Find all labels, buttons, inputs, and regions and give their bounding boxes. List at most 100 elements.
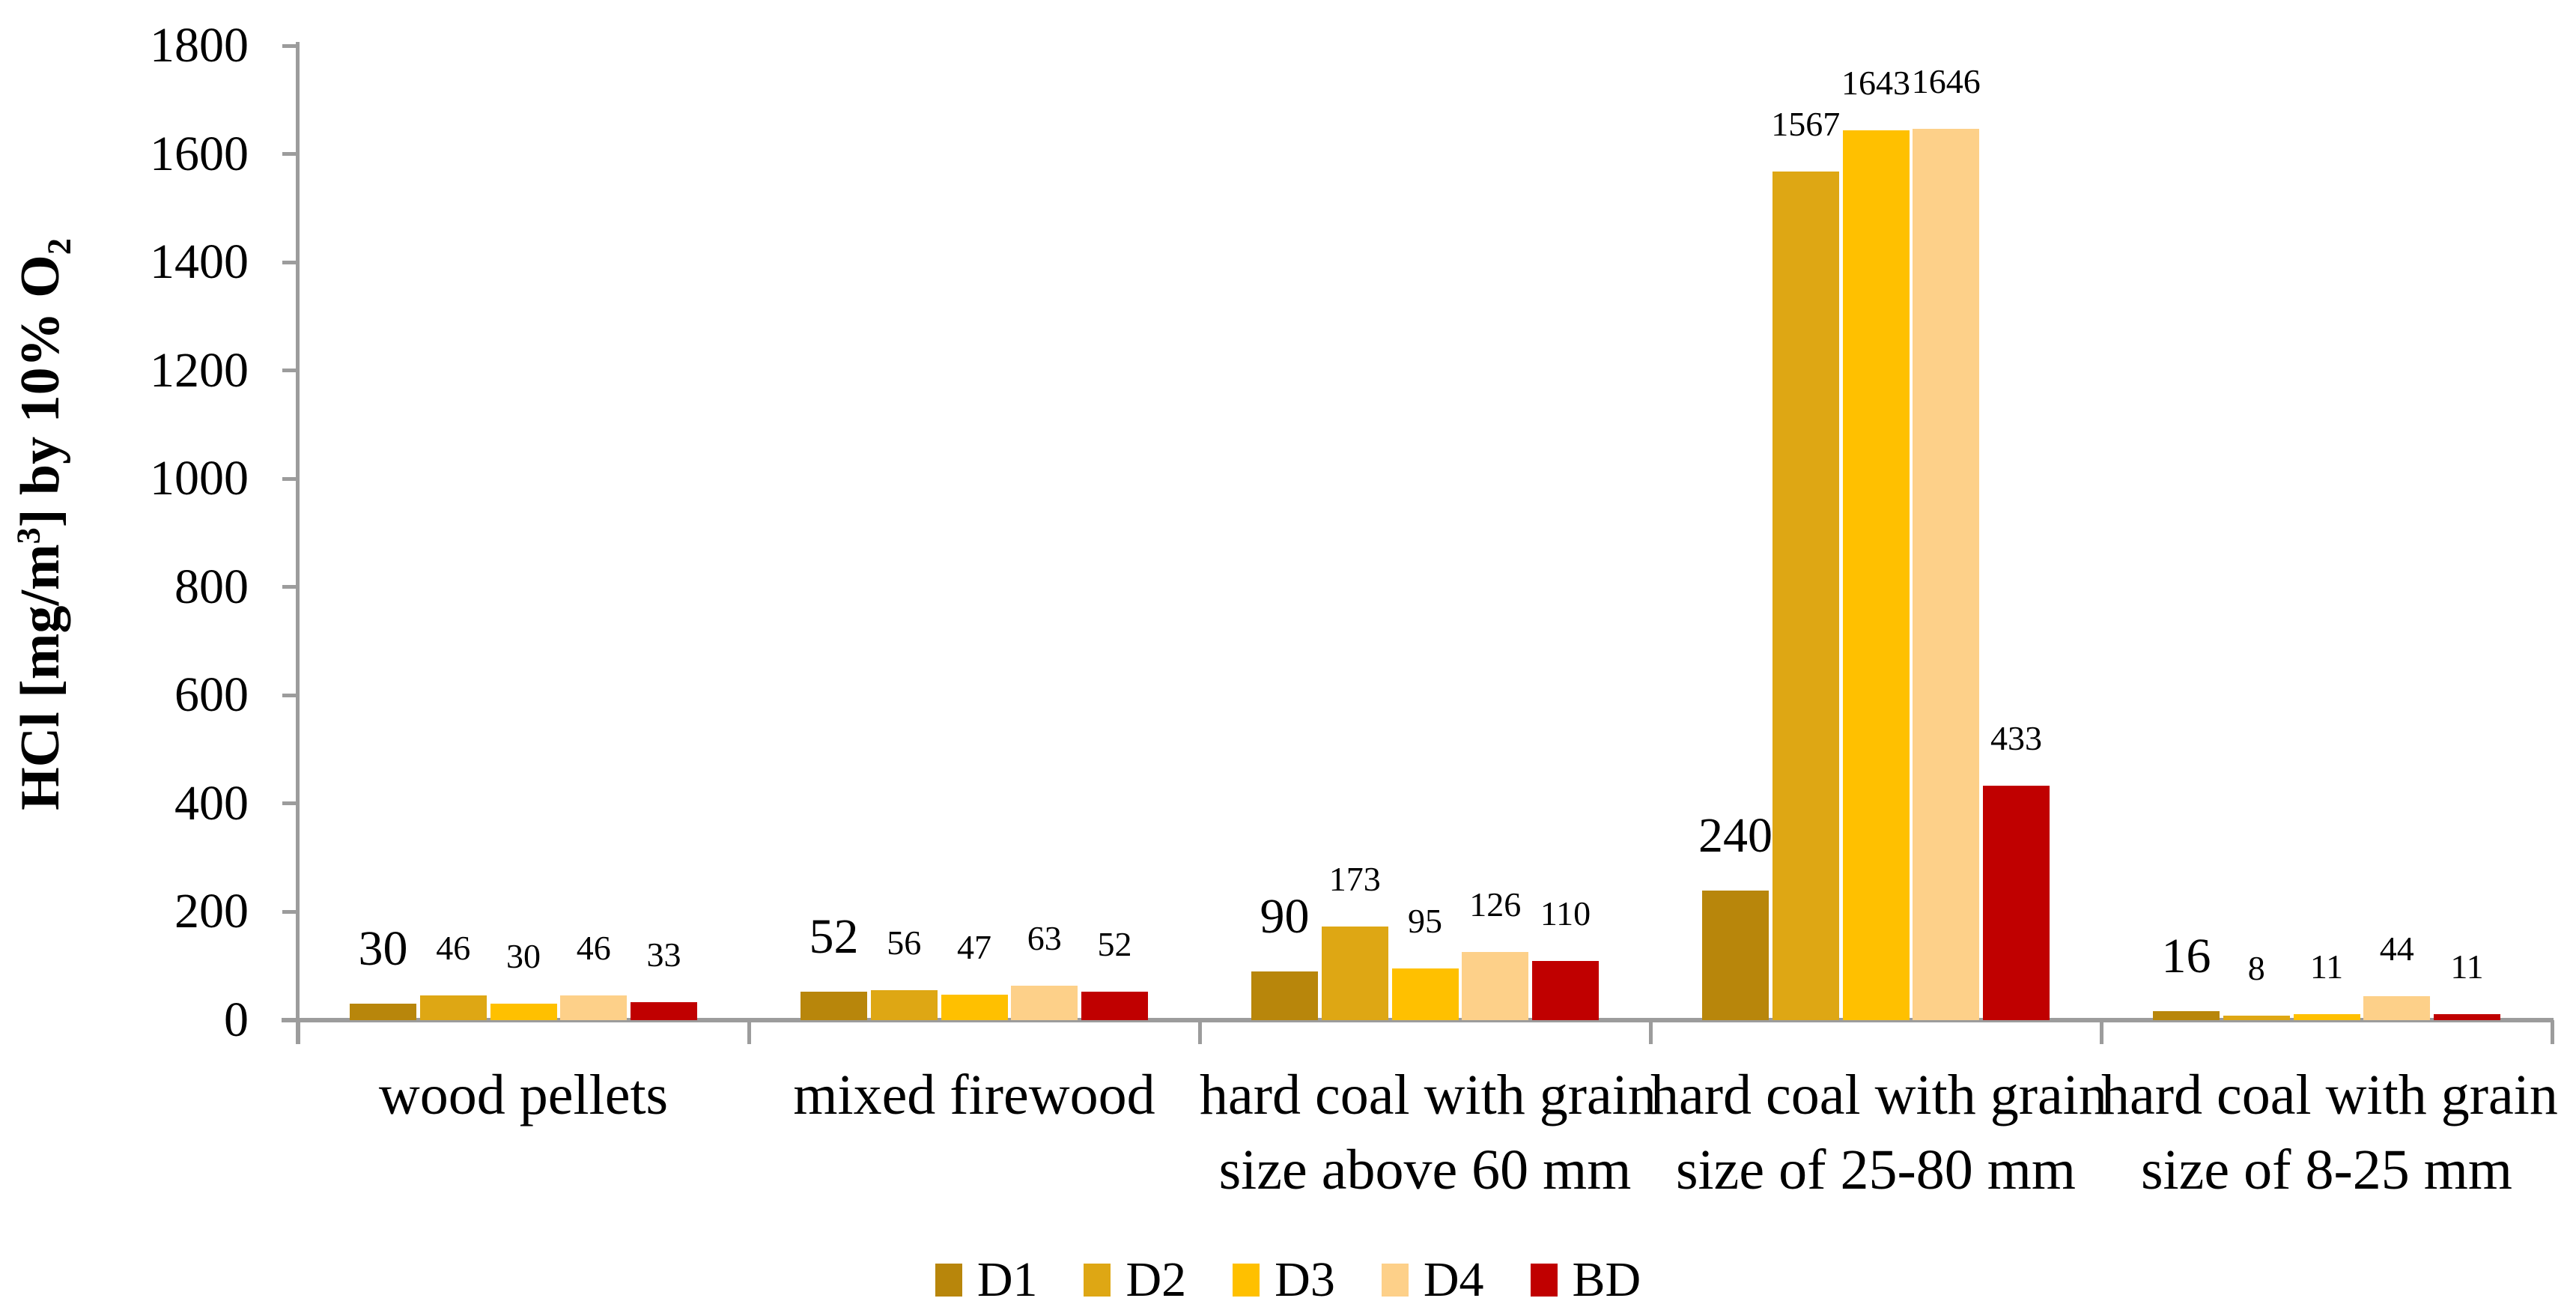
bar-value-label: 173 xyxy=(1328,859,1381,898)
y-axis-title: HCl [mg/m3] by 10% O2 xyxy=(8,238,78,810)
y-tick-mark xyxy=(282,260,299,264)
category-label-line: hard coal with grain xyxy=(2101,1064,2558,1127)
legend-swatch-d4 xyxy=(1381,1264,1409,1297)
bar-d3-group1 xyxy=(490,1004,557,1020)
category-label-group5: hard coal with grain size of 8-25 mm xyxy=(2101,1058,2558,1207)
category-label-line: mixed firewood xyxy=(793,1064,1155,1127)
bar-bd-group2 xyxy=(1081,992,1148,1020)
y-tick-label: 1600 xyxy=(150,126,249,181)
category-label-line: wood pellets xyxy=(378,1064,669,1127)
bar-d3-group4 xyxy=(1842,130,1910,1020)
legend-swatch-d1 xyxy=(935,1264,962,1297)
legend-item-d1: D1 xyxy=(935,1252,1038,1307)
bar-d2-group3 xyxy=(1321,926,1388,1020)
bar-value-label: 8 xyxy=(2247,949,2265,988)
y-tick-mark xyxy=(282,585,299,589)
bar-value-label: 47 xyxy=(957,928,991,967)
bar-value-label: 44 xyxy=(2379,930,2414,968)
legend-item-d3: D3 xyxy=(1233,1254,1335,1306)
legend-item-d2: D2 xyxy=(1084,1254,1186,1306)
y-tick-label: 1200 xyxy=(150,342,249,398)
category-label-line: size above 60 mm xyxy=(1218,1138,1632,1201)
category-tick-mark xyxy=(747,1020,751,1044)
legend-label: D2 xyxy=(1126,1252,1187,1307)
y-tick-mark xyxy=(282,801,299,806)
category-label-line: size of 8-25 mm xyxy=(2140,1138,2512,1201)
category-tick-mark xyxy=(296,1020,300,1044)
bar-value-label: 11 xyxy=(2309,947,2344,986)
bar-value-label: 63 xyxy=(1027,919,1062,958)
legend-swatch-d3 xyxy=(1233,1264,1260,1297)
bar-d2-group2 xyxy=(870,989,938,1020)
bar-value-label: 90 xyxy=(1260,888,1310,944)
y-tick-mark xyxy=(282,43,299,48)
plot-area: 30 46 30 46 33 52 56 47 63 52 90 173 95 126 110 240 1567… xyxy=(298,46,2552,1020)
bar-d2-group4 xyxy=(1772,172,1839,1020)
bar-bd-group4 xyxy=(1983,786,2050,1020)
bar-d4-group2 xyxy=(1011,986,1078,1020)
bar-d4-group3 xyxy=(1462,951,1529,1020)
bar-d2-group5 xyxy=(2223,1016,2290,1020)
bar-d4-group5 xyxy=(2363,996,2431,1020)
y-tick-label: 0 xyxy=(224,992,249,1047)
y-axis-title-superscript: 3 xyxy=(9,527,47,545)
category-label-line: hard coal with grain xyxy=(1200,1064,1656,1127)
bar-d3-group2 xyxy=(941,995,1008,1020)
bar-d4-group4 xyxy=(1913,129,1980,1020)
bar-value-label: 30 xyxy=(506,937,541,976)
bar-value-label: 33 xyxy=(646,936,681,974)
bar-value-label: 46 xyxy=(436,928,471,967)
x-axis-line xyxy=(282,1018,2554,1022)
y-tick-mark xyxy=(282,152,299,157)
bar-value-label: 52 xyxy=(1097,925,1132,964)
category-label-group1: wood pellets xyxy=(298,1058,749,1132)
bar-d1-group2 xyxy=(801,992,867,1020)
legend-label: D1 xyxy=(976,1252,1038,1307)
category-label-group4: hard coal with grain size of 25-80 mm xyxy=(1650,1058,2107,1207)
bar-bd-group5 xyxy=(2434,1014,2500,1020)
legend-label: BD xyxy=(1572,1252,1641,1307)
bar-d3-group5 xyxy=(2293,1014,2360,1020)
y-tick-mark xyxy=(282,476,299,481)
bar-value-label: 52 xyxy=(809,909,859,965)
bar-d1-group4 xyxy=(1702,890,1769,1020)
bar-d1-group3 xyxy=(1251,971,1318,1020)
bar-value-label: 240 xyxy=(1698,807,1772,863)
bar-bd-group3 xyxy=(1532,960,1599,1020)
bar-d2-group1 xyxy=(419,995,487,1020)
y-tick-mark xyxy=(282,693,299,697)
y-tick-label: 1800 xyxy=(150,18,249,73)
bar-value-label: 56 xyxy=(887,923,922,962)
legend: D1 D2 D3 D4 BD xyxy=(0,1254,2576,1306)
y-tick-label: 1400 xyxy=(150,234,249,290)
y-tick-label: 600 xyxy=(174,667,249,723)
bar-d1-group5 xyxy=(2153,1011,2220,1020)
category-label-line: hard coal with grain xyxy=(1650,1064,2107,1127)
bar-value-label: 1643 xyxy=(1841,64,1910,103)
category-label-group2: mixed firewood xyxy=(749,1058,1200,1132)
category-tick-mark xyxy=(2099,1020,2103,1044)
category-tick-mark xyxy=(2550,1020,2554,1044)
legend-item-bd: BD xyxy=(1530,1252,1641,1307)
y-tick-mark xyxy=(282,909,299,914)
bar-bd-group1 xyxy=(631,1002,697,1020)
legend-swatch-bd xyxy=(1530,1264,1558,1297)
bar-value-label: 46 xyxy=(576,928,611,967)
bar-d1-group1 xyxy=(350,1004,416,1020)
bar-value-label: 95 xyxy=(1408,902,1442,941)
y-tick-label: 800 xyxy=(174,559,249,614)
bar-value-label: 11 xyxy=(2450,947,2484,986)
y-tick-label: 200 xyxy=(174,884,249,939)
y-tick-mark xyxy=(282,369,299,373)
legend-item-d4: D4 xyxy=(1381,1252,1484,1307)
y-tick-label: 400 xyxy=(174,775,249,831)
category-tick-mark xyxy=(1197,1020,1202,1044)
bar-value-label: 30 xyxy=(358,921,408,977)
y-axis-line xyxy=(296,42,300,1044)
bar-value-label: 16 xyxy=(2161,929,2211,984)
legend-label: D4 xyxy=(1423,1252,1484,1307)
bar-d3-group3 xyxy=(1391,968,1459,1020)
bar-d4-group1 xyxy=(560,995,628,1020)
bar-value-label: 433 xyxy=(1990,719,2042,758)
